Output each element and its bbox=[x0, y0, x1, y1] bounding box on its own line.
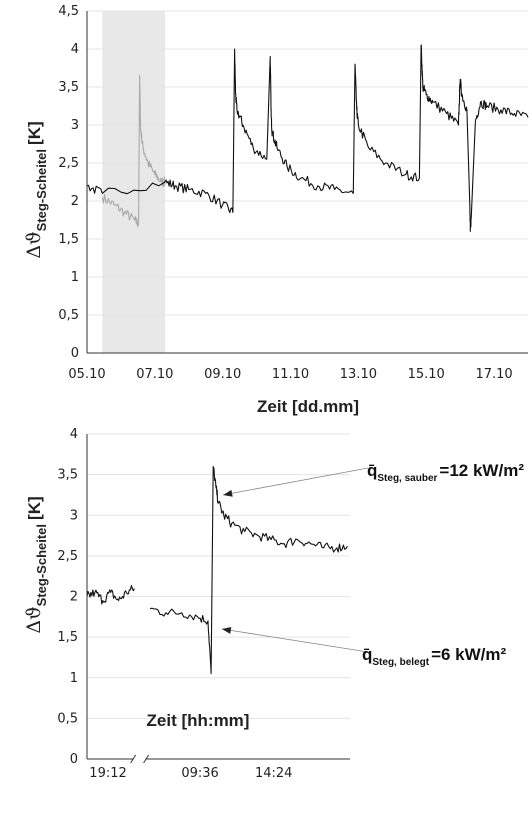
grid-lines bbox=[87, 10, 528, 316]
x-tick-label: 15.10 bbox=[408, 367, 445, 382]
y-tick-label: 1 bbox=[70, 671, 78, 686]
y-tick-label: 4 bbox=[71, 42, 79, 57]
chart-bottom: 0 0,5 1 1,5 2 2,5 3 3,5 4 19:12 09:36 14:24 Zeit [… bbox=[23, 427, 524, 781]
x-axis-title: Zeit [hh:mm] bbox=[147, 711, 250, 730]
y-axis-unit: [K] bbox=[25, 496, 44, 520]
y-tick-label: 1,5 bbox=[58, 232, 79, 247]
x-tick-label: 09:36 bbox=[181, 766, 218, 781]
y-axis-title: ΔϑSteg-Scheitel [K] bbox=[23, 121, 49, 258]
y-tick-label: 3,5 bbox=[57, 468, 78, 483]
axis-break-marks bbox=[130, 754, 150, 764]
y-tick-labels: 0 0,5 1 1,5 2 2,5 3 3,5 4 4,5 bbox=[58, 4, 79, 361]
y-tick-label: 0 bbox=[71, 346, 79, 361]
y-axis-symbol: Δϑ bbox=[23, 606, 45, 633]
y-tick-label: 3,5 bbox=[58, 80, 79, 95]
x-tick-label: 05.10 bbox=[68, 367, 105, 382]
x-tick-label: 07.10 bbox=[136, 367, 173, 382]
y-tick-label: 4 bbox=[70, 427, 78, 442]
y-tick-label: 2,5 bbox=[57, 549, 78, 564]
x-tick-labels: 19:12 09:36 14:24 bbox=[89, 766, 292, 781]
annotation-sauber-subscript: Steg, sauber bbox=[377, 473, 437, 484]
highlight-span bbox=[102, 11, 166, 353]
x-tick-labels: 05.10 07.10 09.10 11.10 13.10 15.10 17.10 bbox=[68, 367, 512, 382]
annotation-belegt-symbol: q̄ bbox=[362, 645, 372, 664]
series-group bbox=[86, 44, 529, 232]
y-tick-label: 0,5 bbox=[58, 308, 79, 323]
annotation-belegt: q̄Steg, belegt =6 kW/m² bbox=[362, 645, 507, 668]
y-tick-label: 1,5 bbox=[57, 630, 78, 645]
y-axis-title: ΔϑSteg-Scheitel [K] bbox=[23, 496, 49, 633]
x-tick-label: 11.10 bbox=[272, 367, 309, 382]
annotations: q̄Steg, sauber =12 kW/m² q̄Steg, belegt =6… bbox=[221, 461, 524, 668]
x-tick-label: 09.10 bbox=[204, 367, 241, 382]
series-group bbox=[86, 465, 348, 675]
y-tick-label: 2 bbox=[70, 590, 78, 605]
y-tick-labels: 0 0,5 1 1,5 2 2,5 3 3,5 4 bbox=[57, 427, 78, 767]
annotation-sauber: q̄Steg, sauber =12 kW/m² bbox=[367, 461, 524, 484]
x-tick-label: 19:12 bbox=[89, 766, 126, 781]
series-line-0 bbox=[101, 75, 166, 228]
y-tick-label: 1 bbox=[71, 270, 79, 285]
axis-break-mark bbox=[130, 754, 137, 764]
series-line-1 bbox=[86, 44, 529, 232]
y-axis-unit: [K] bbox=[25, 121, 44, 145]
annotation-arrow-belegt bbox=[221, 628, 369, 653]
annotation-sauber-value: =12 kW/m² bbox=[439, 461, 524, 480]
x-axis-title: Zeit [dd.mm] bbox=[257, 397, 359, 416]
y-axis-subscript: Steg-Scheitel bbox=[34, 524, 49, 606]
x-tick-label: 17.10 bbox=[475, 367, 512, 382]
y-tick-label: 0,5 bbox=[57, 711, 78, 726]
y-tick-label: 2 bbox=[71, 194, 79, 209]
chart-top: 0 0,5 1 1,5 2 2,5 3 3,5 4 4,5 05.10 07.10 09.10 11.1… bbox=[23, 4, 529, 416]
y-tick-label: 2,5 bbox=[58, 156, 79, 171]
y-tick-label: 3 bbox=[71, 118, 79, 133]
y-tick-label: 4,5 bbox=[58, 4, 79, 19]
x-tick-label: 14:24 bbox=[255, 766, 292, 781]
y-tick-label: 3 bbox=[70, 508, 78, 523]
grid-lines bbox=[87, 433, 350, 719]
y-axis-symbol: Δϑ bbox=[23, 231, 45, 258]
series-line-segment-1 bbox=[149, 465, 348, 675]
axis-break-mark bbox=[143, 754, 150, 764]
x-tick-label: 13.10 bbox=[340, 367, 377, 382]
annotation-belegt-value: =6 kW/m² bbox=[431, 645, 506, 664]
annotation-belegt-subscript: Steg, belegt bbox=[372, 657, 429, 668]
series-line-segment-0 bbox=[86, 585, 135, 605]
annotation-arrow-sauber bbox=[223, 467, 369, 496]
y-axis-subscript: Steg-Scheitel bbox=[34, 149, 49, 231]
annotation-arrowhead-sauber bbox=[223, 489, 233, 497]
annotation-sauber-symbol: q̄ bbox=[367, 461, 377, 480]
annotation-arrowhead-belegt bbox=[221, 626, 232, 634]
y-tick-label: 0 bbox=[70, 752, 78, 767]
